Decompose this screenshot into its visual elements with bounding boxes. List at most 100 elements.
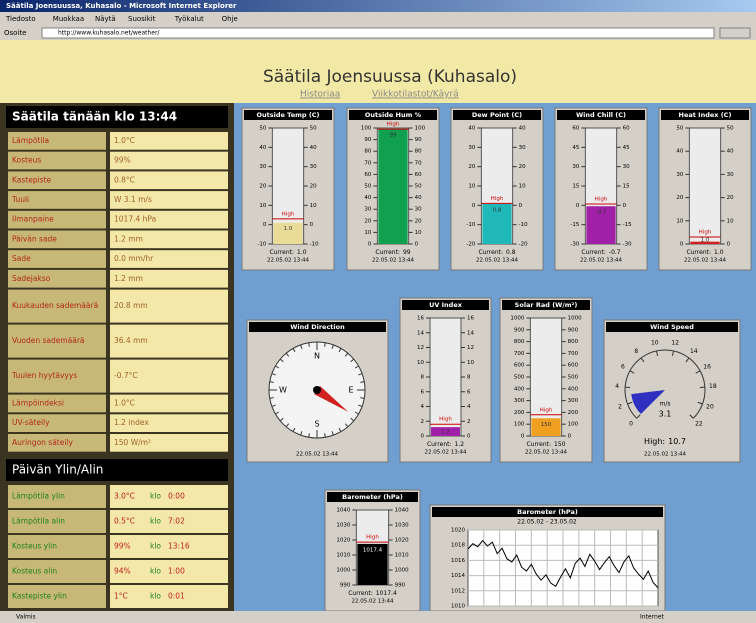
- address-label: Osoite: [4, 29, 26, 37]
- row-label: Lämpötila: [12, 136, 49, 145]
- gauge-caption: Current:0.8: [478, 249, 515, 256]
- tick-label: 10: [467, 360, 474, 366]
- gauge-caption: Current:1.0: [269, 249, 306, 256]
- tick-label: 50: [415, 184, 422, 190]
- tick-label: 30: [310, 164, 317, 170]
- tick-label: 60: [623, 126, 630, 132]
- tick-label: 60: [415, 172, 422, 178]
- tick-label: 10: [310, 203, 317, 209]
- tick-label: -10: [310, 242, 319, 248]
- tick-label: 20: [727, 195, 734, 201]
- tick-label: 20: [676, 195, 683, 201]
- gauge-timestamp: 22.05.02 13:44: [267, 258, 310, 264]
- tick-label: 10: [651, 340, 659, 347]
- tick-label: 50: [727, 126, 734, 132]
- gauge-value-inside: 1.0: [701, 238, 710, 244]
- tick-label: 12: [671, 340, 679, 347]
- caption-value: 99: [403, 249, 411, 256]
- tick-label: 40: [310, 145, 317, 151]
- header-links: Historiaa Viikkotilastot/Käyrä: [300, 90, 459, 100]
- tick-label: 600: [568, 363, 579, 369]
- compass-tick: [309, 433, 310, 437]
- compass-tick: [270, 398, 274, 399]
- tick-label: 500: [514, 375, 525, 381]
- compass-label: E: [348, 386, 353, 395]
- tick-label: 900: [514, 327, 525, 333]
- tick-label: 18: [709, 383, 717, 390]
- high-value: 10.7: [668, 437, 686, 446]
- tick-label: 30: [364, 207, 371, 213]
- tick-label: 70: [364, 160, 371, 166]
- caption-label: Current:: [375, 249, 400, 256]
- tick-label: 300: [568, 398, 579, 404]
- caption-value: 1.0: [297, 249, 307, 256]
- tick-label: 100: [361, 126, 372, 132]
- tick-label: 60: [572, 126, 579, 132]
- tick-label: 0: [415, 242, 419, 248]
- tick-label: 4: [615, 383, 619, 390]
- header-link[interactable]: Viikkotilastot/Käyrä: [372, 90, 459, 100]
- high-label: High: [595, 197, 608, 203]
- menu-item[interactable]: Muokkaa: [53, 15, 84, 23]
- menu-item[interactable]: Työkalut: [174, 15, 204, 23]
- gauge-value-inside: 1017.4: [363, 547, 383, 553]
- header-link[interactable]: Historiaa: [300, 90, 340, 100]
- caption-value: 1.0: [714, 249, 724, 256]
- high-label: High: [439, 417, 452, 423]
- tick-label: 0: [568, 434, 572, 440]
- tick-label: 20: [706, 403, 714, 410]
- gauge-title: Dew Point (C): [472, 111, 522, 119]
- compass-label: S: [314, 420, 319, 429]
- tick-label: 100: [568, 422, 579, 428]
- tick-label: -20: [519, 242, 528, 248]
- tick-label: 4: [467, 404, 471, 410]
- tick-label: 20: [310, 184, 317, 190]
- tick-label: 30: [623, 164, 630, 170]
- tick-label: 6: [621, 363, 625, 370]
- tick-label: 1020: [395, 538, 409, 544]
- caption-value: 150: [554, 441, 566, 448]
- high-label: High: [387, 122, 400, 128]
- tick-label: 30: [727, 172, 734, 178]
- menu-item[interactable]: Näytä: [95, 15, 116, 23]
- row-label: Kosteus: [12, 156, 41, 165]
- zone-text: Internet: [640, 614, 664, 621]
- gauge-title: Outside Hum %: [365, 111, 422, 119]
- graph-subtitle: 22.05.02 - 23.05.02: [517, 519, 577, 526]
- tick-label: 15: [623, 184, 630, 190]
- row-at: klo: [150, 517, 161, 526]
- address-text: http://www.kuhasalo.net/weather/: [58, 30, 160, 37]
- row-at: klo: [150, 542, 161, 551]
- compass-tick: [360, 382, 364, 383]
- tick-label: -30: [570, 242, 579, 248]
- go-button[interactable]: [720, 28, 750, 38]
- tick-label: 6: [421, 389, 425, 395]
- menu-item[interactable]: Suosikit: [128, 15, 156, 23]
- tick-label: -15: [623, 222, 632, 228]
- gauge-caption: Current:1017.4: [348, 590, 397, 597]
- tick-label: 10: [259, 203, 266, 209]
- row-value: 1.2 mm: [114, 274, 143, 283]
- tick-label: 600: [514, 363, 525, 369]
- gauge-timestamp: 22.05.02 13:44: [580, 258, 623, 264]
- row-label: Päivän sade: [12, 234, 57, 243]
- compass-tick: [325, 343, 326, 347]
- row-at: klo: [150, 567, 161, 576]
- tick-label: 0: [467, 434, 471, 440]
- tick-label: 0: [623, 203, 627, 209]
- tick-label: 10: [468, 184, 475, 190]
- row-value: 94%: [114, 567, 131, 576]
- speed-high: High:10.7: [644, 437, 686, 446]
- tick-label: 30: [676, 172, 683, 178]
- tick-label: 1010: [336, 553, 350, 559]
- caption-label: Current:: [581, 249, 606, 256]
- needle-hub: [313, 386, 321, 394]
- caption-value: 1.2: [455, 441, 465, 448]
- row-value: 3.0°C: [114, 492, 135, 501]
- tick-label: 30: [259, 164, 266, 170]
- row-label: UV-säteily: [12, 418, 50, 427]
- high-label: High: [540, 407, 553, 413]
- tick-label: 30: [468, 145, 475, 151]
- menu-item[interactable]: Ohje: [222, 15, 238, 23]
- menu-item[interactable]: Tiedosto: [5, 15, 36, 23]
